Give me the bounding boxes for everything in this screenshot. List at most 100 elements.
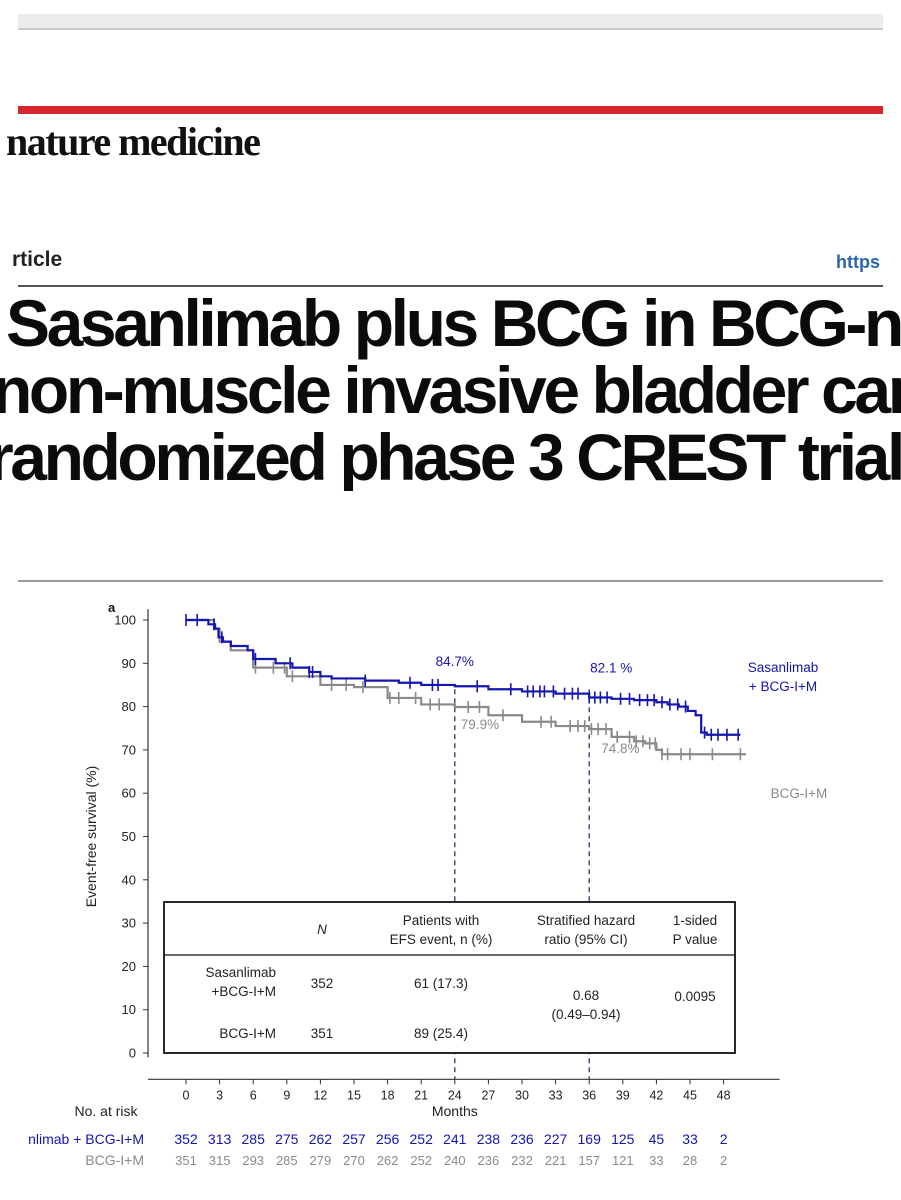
doi-link[interactable]: https [836,252,880,272]
x-tick-label: 45 [683,1088,697,1102]
table-header: Patients with [403,913,480,928]
x-tick-label: 33 [549,1088,563,1102]
table-hazard-ci: (0.49–0.94) [551,1007,620,1022]
at-risk-value: 238 [477,1131,501,1147]
x-tick-label: 30 [515,1088,529,1102]
table-cell-n: 352 [311,976,334,991]
table-row-label: BCG-I+M [219,1026,276,1041]
article-title: Sasanlimab plus BCG in BCG-naiv non-musc… [0,290,901,491]
at-risk-value: 28 [683,1153,697,1168]
curve-annotation: 79.9% [461,717,499,732]
at-risk-value: 45 [649,1131,665,1147]
x-tick-label: 24 [448,1088,462,1102]
header-divider [18,285,883,287]
at-risk-value: 221 [545,1153,567,1168]
panel-letter: a [108,600,116,615]
at-risk-value: 169 [578,1131,602,1147]
table-header: Stratified hazard [537,913,635,928]
at-risk-row-label: BCG-I+M [85,1152,144,1168]
at-risk-value: 33 [682,1131,698,1147]
curve-annotation: 74.8% [601,741,639,756]
at-risk-value: 257 [342,1131,366,1147]
at-risk-value: 121 [612,1153,634,1168]
table-hazard-ratio: 0.68 [573,988,599,1003]
legend-sasanlimab-line1: Sasanlimab [748,660,819,675]
x-tick-label: 9 [283,1088,290,1102]
table-cell-n: 351 [311,1026,334,1041]
at-risk-value: 2 [720,1153,727,1168]
table-cell-events: 89 (25.4) [414,1026,468,1041]
summary-table-border [163,901,736,1054]
title-line-3: randomized phase 3 CREST trial [0,420,901,491]
journal-logo: nature medicine [6,119,261,164]
sasanlimab-survival-curve [186,618,741,736]
table-header: ratio (95% CI) [544,932,627,947]
table-header: P value [673,932,718,947]
at-risk-value: 236 [478,1153,500,1168]
at-risk-value: 227 [544,1131,568,1147]
at-risk-value: 262 [309,1131,333,1147]
at-risk-value: 279 [310,1153,332,1168]
y-tick-label: 70 [122,742,136,757]
at-risk-value: 352 [174,1131,198,1147]
y-tick-label: 80 [122,699,136,714]
at-risk-value: 313 [208,1131,232,1147]
x-tick-label: 6 [250,1088,257,1102]
at-risk-value: 2 [720,1131,728,1147]
at-risk-value: 293 [242,1153,264,1168]
curve-annotation: 84.7% [436,654,474,669]
x-tick-label: 42 [649,1088,663,1102]
y-tick-label: 20 [122,959,136,974]
title-line-1: Sasanlimab plus BCG in BCG-naiv [6,290,901,360]
summary-table [163,901,736,1054]
at-risk-value: 125 [611,1131,635,1147]
at-risk-row-label: nlimab + BCG-I+M [28,1131,144,1147]
y-tick-label: 40 [122,872,136,887]
at-risk-value: 351 [175,1153,197,1168]
y-tick-label: 0 [129,1046,136,1061]
at-risk-value: 157 [578,1153,600,1168]
table-header: N [317,922,327,937]
journal-accent-bar [18,106,883,114]
at-risk-value: 240 [444,1153,466,1168]
at-risk-value: 236 [510,1131,534,1147]
y-tick-label: 90 [122,656,136,671]
x-tick-label: 27 [481,1088,495,1102]
x-tick-label: 48 [717,1088,731,1102]
title-line-2: non-muscle invasive bladder can [0,353,901,427]
y-axis-title: Event-free survival (%) [83,766,99,908]
y-tick-label: 10 [122,1002,136,1017]
table-row-label: Sasanlimab [205,965,276,980]
y-tick-label: 30 [122,916,136,931]
at-risk-title: No. at risk [74,1103,138,1119]
x-tick-label: 36 [582,1088,596,1102]
x-tick-label: 18 [381,1088,395,1102]
at-risk-value: 262 [377,1153,399,1168]
at-risk-value: 256 [376,1131,400,1147]
at-risk-value: 285 [242,1131,266,1147]
at-risk-value: 232 [511,1153,533,1168]
x-tick-label: 39 [616,1088,630,1102]
at-risk-value: 285 [276,1153,298,1168]
legend-bcg: BCG-I+M [771,786,828,801]
figure-divider [18,580,883,582]
y-tick-label: 50 [122,829,136,844]
x-tick-label: 15 [347,1088,361,1102]
at-risk-value: 315 [209,1153,231,1168]
at-risk-value: 241 [443,1131,467,1147]
table-header: 1-sided [673,913,717,928]
x-tick-label: 3 [216,1088,223,1102]
x-tick-label: 21 [414,1088,428,1102]
legend-sasanlimab-line2: + BCG-I+M [749,679,817,694]
at-risk-value: 252 [410,1153,432,1168]
at-risk-value: 33 [649,1153,663,1168]
table-row-label: +BCG-I+M [211,984,276,999]
at-risk-value: 275 [275,1131,299,1147]
article-type-label: rticle [12,248,63,271]
table-cell-events: 61 (17.3) [414,976,468,991]
browser-top-bar [18,14,883,30]
y-tick-label: 100 [114,613,136,628]
table-header: EFS event, n (%) [390,932,493,947]
y-tick-label: 60 [122,786,136,801]
